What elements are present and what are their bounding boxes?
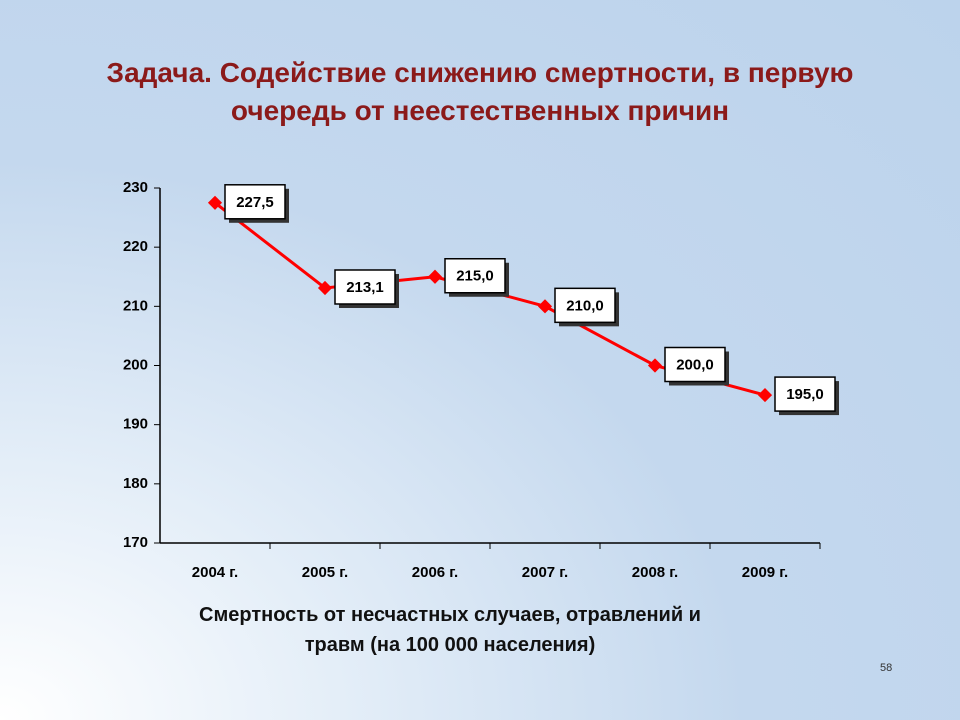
marker xyxy=(647,358,663,373)
y-tick-label: 220 xyxy=(123,238,148,255)
x-tick-label: 2006 г. xyxy=(412,564,458,581)
x-tick-label: 2009 г. xyxy=(742,564,788,581)
marker xyxy=(317,280,333,296)
data-label: 210,0 xyxy=(566,297,604,314)
x-tick-label: 2004 г. xyxy=(192,564,238,581)
y-tick-label: 230 xyxy=(123,179,148,196)
x-tick-label: 2005 г. xyxy=(302,564,348,581)
label-box xyxy=(774,376,836,412)
x-tick-label: 2008 г. xyxy=(632,564,678,581)
y-tick-label: 210 xyxy=(123,297,148,314)
data-label: 213,1 xyxy=(346,279,384,296)
marker xyxy=(757,388,773,403)
label-box xyxy=(334,269,396,305)
y-tick-label: 180 xyxy=(123,475,148,492)
y-tick-label: 200 xyxy=(123,356,148,373)
data-label: 215,0 xyxy=(456,268,494,285)
label-box xyxy=(444,258,506,294)
marker xyxy=(207,195,223,210)
y-tick-label: 170 xyxy=(123,534,148,551)
x-tick-label: 2007 г. xyxy=(522,564,568,581)
marker xyxy=(537,299,553,314)
y-tick-label: 190 xyxy=(123,416,148,433)
label-box xyxy=(554,287,616,324)
marker xyxy=(427,269,443,284)
data-label: 200,0 xyxy=(676,356,714,373)
label-box xyxy=(224,184,286,220)
page-number: 58 xyxy=(880,662,893,674)
slide-title: Задача. Содействие снижению смертности, … xyxy=(106,57,854,126)
data-label: 195,0 xyxy=(786,386,824,403)
x-axis-label: Смертность от несчастных случаев, отравл… xyxy=(199,604,701,656)
label-box xyxy=(664,346,726,383)
data-label: 227,5 xyxy=(236,194,274,211)
